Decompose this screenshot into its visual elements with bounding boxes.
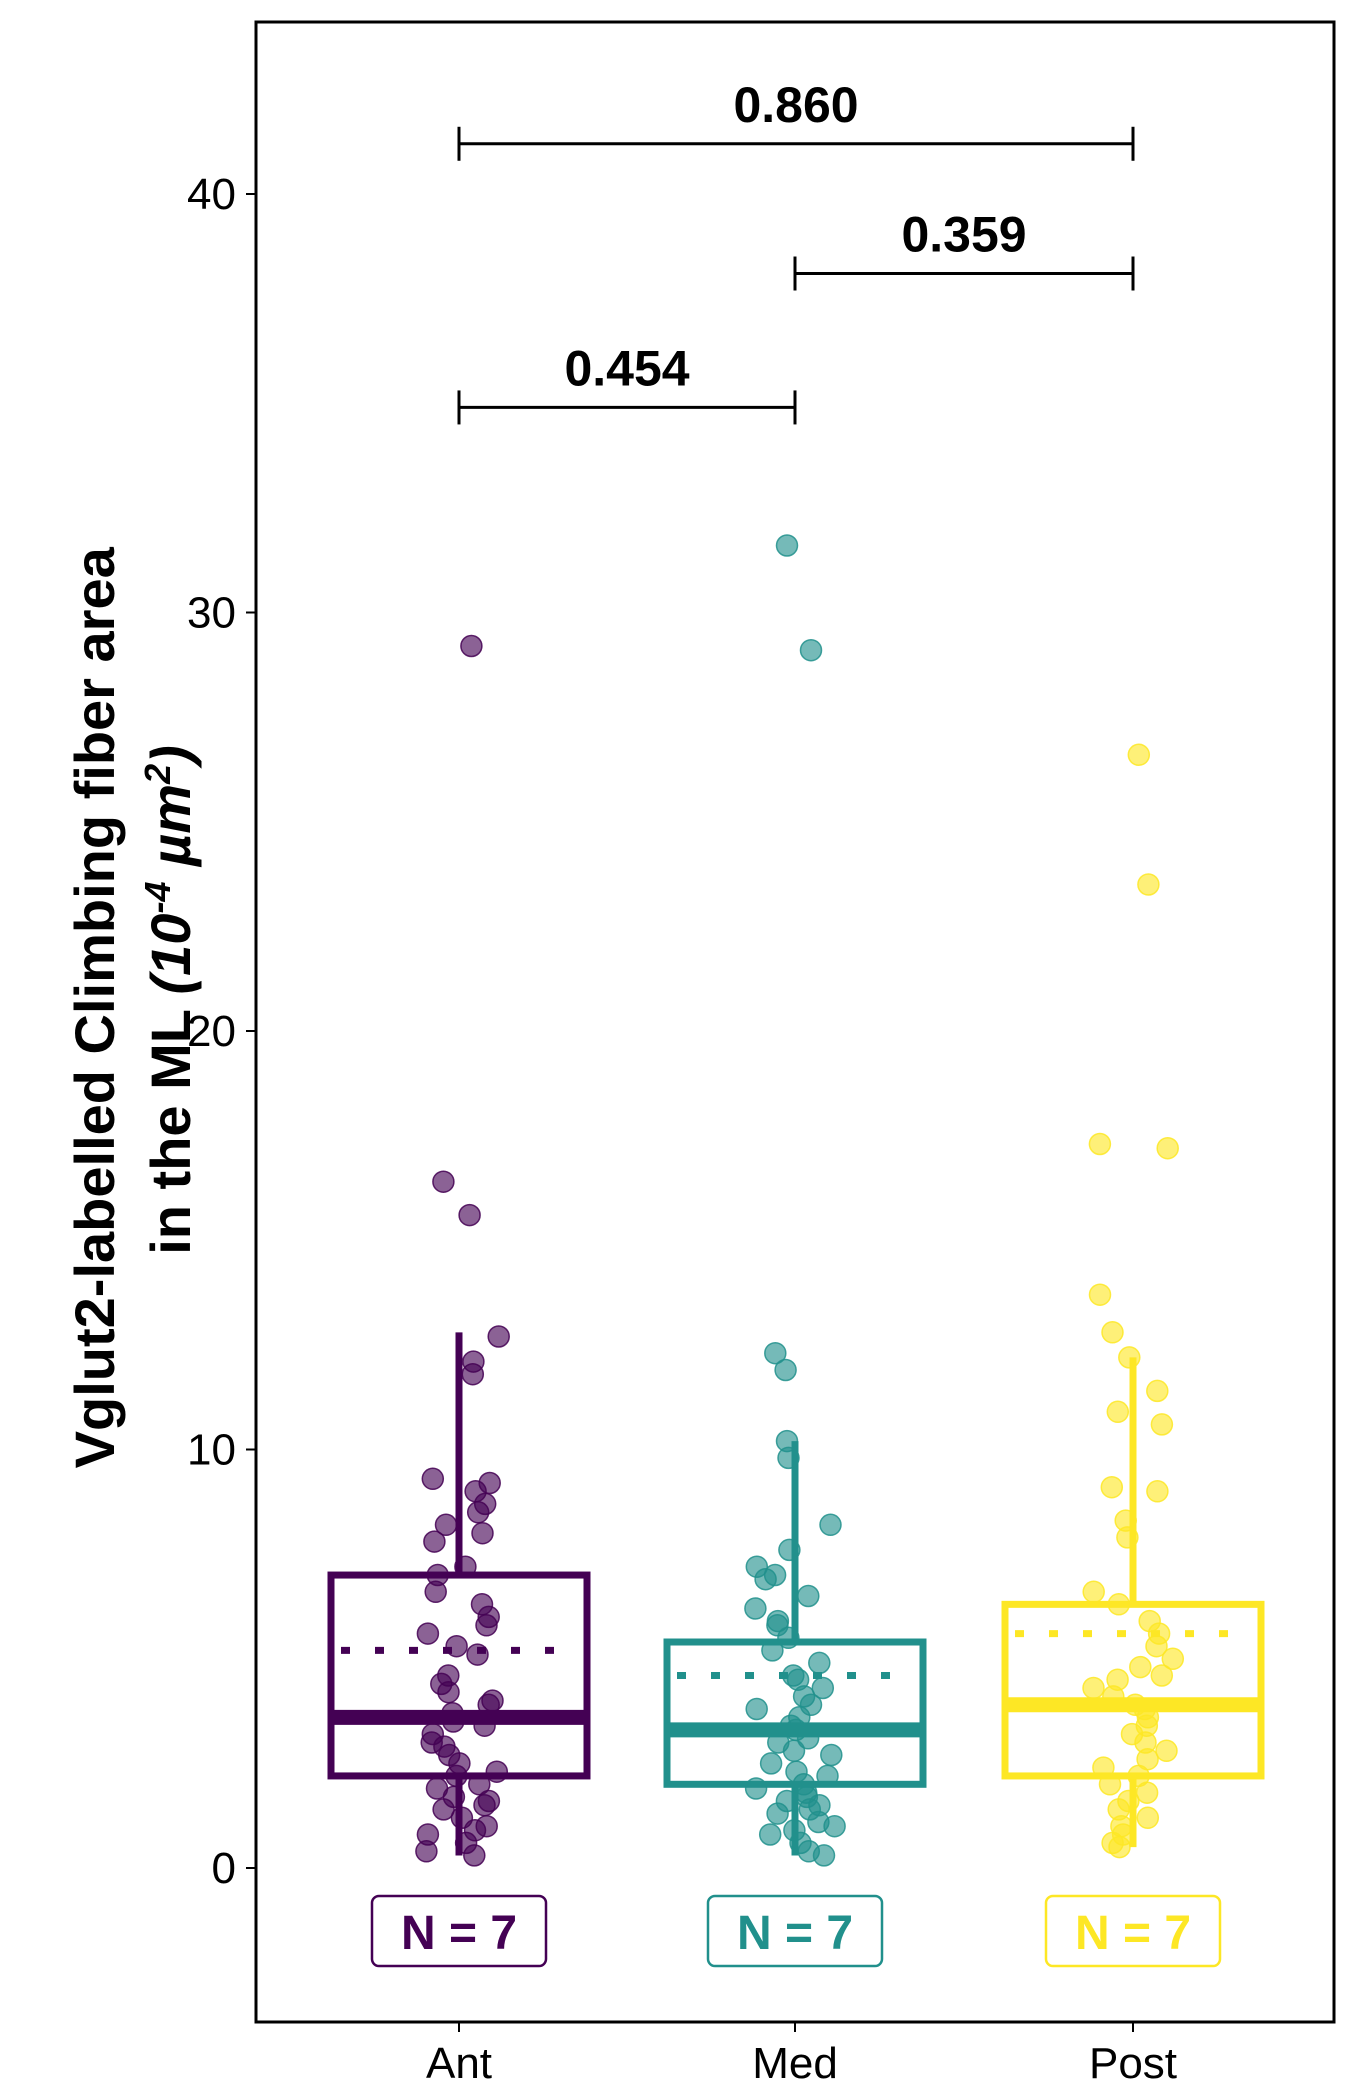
y-axis: 0 10 20 30 40 bbox=[187, 170, 256, 1893]
x-tick-label: Post bbox=[1089, 2039, 1177, 2088]
y-axis-title-line1: Vglut2-labelled Climbing fiber area bbox=[63, 546, 126, 1468]
data-point bbox=[819, 1513, 842, 1537]
y-axis-title: Vglut2-labelled Climbing fiber area in t… bbox=[63, 532, 202, 1469]
y-tick-label: 0 bbox=[212, 1844, 236, 1893]
data-point bbox=[1100, 1475, 1124, 1499]
data-point bbox=[812, 1844, 836, 1867]
y-axis-units-exp: -4 bbox=[137, 882, 178, 914]
n-label: N = 7 bbox=[737, 1907, 853, 1960]
data-point bbox=[1156, 1136, 1179, 1160]
data-point bbox=[1108, 1835, 1131, 1859]
data-point bbox=[1088, 1132, 1112, 1156]
y-axis-units-mid: µm bbox=[139, 784, 202, 882]
data-point bbox=[461, 1362, 485, 1386]
data-point bbox=[797, 1584, 820, 1608]
n-label-box bbox=[1044, 1894, 1222, 1968]
n-label-box bbox=[370, 1894, 548, 1968]
boxes bbox=[327, 1332, 1265, 1856]
data-point bbox=[758, 1823, 782, 1846]
y-axis-title-line2: in the ML (10-4 µm2) bbox=[137, 745, 202, 1255]
x-tick-label: Med bbox=[752, 2039, 838, 2088]
data-point bbox=[1137, 873, 1160, 896]
iqr-box bbox=[663, 1638, 927, 1788]
data-point bbox=[487, 1325, 510, 1348]
data-point bbox=[775, 534, 799, 557]
data-point bbox=[424, 1580, 447, 1604]
data-point bbox=[1146, 1379, 1169, 1403]
p-value-label: 0.860 bbox=[733, 77, 858, 133]
comparison-brackets: 0.860 0.359 0.454 bbox=[457, 77, 1135, 425]
data-point bbox=[475, 1614, 498, 1637]
y-axis-units-exp2: 2 bbox=[137, 764, 178, 785]
data-point bbox=[1106, 1400, 1130, 1424]
data-point bbox=[745, 1697, 768, 1721]
y-axis-units-base: (10 bbox=[139, 914, 202, 995]
data-point bbox=[1118, 1346, 1141, 1369]
data-point bbox=[437, 1680, 460, 1704]
data-point bbox=[473, 1793, 496, 1817]
data-point bbox=[460, 634, 483, 658]
data-point bbox=[421, 1467, 445, 1491]
data-point bbox=[415, 1840, 438, 1863]
data-point bbox=[811, 1676, 835, 1700]
n-label: N = 7 bbox=[401, 1907, 517, 1960]
data-point bbox=[466, 1501, 490, 1524]
comparison-med-post: 0.359 bbox=[793, 207, 1135, 291]
y-tick-label: 10 bbox=[187, 1426, 236, 1475]
iqr-box bbox=[327, 1571, 591, 1780]
p-value-label: 0.359 bbox=[901, 207, 1026, 263]
data-point bbox=[1101, 1321, 1124, 1344]
y-axis-title-prefix: in the ML bbox=[139, 994, 202, 1254]
x-axis: Ant Med Post bbox=[426, 2022, 1177, 2088]
y-tick-label: 40 bbox=[187, 170, 236, 219]
iqr-box bbox=[1001, 1600, 1265, 1780]
y-axis-units: (10-4 µm2) bbox=[137, 745, 202, 994]
data-point bbox=[764, 1341, 787, 1365]
data-point bbox=[1127, 743, 1151, 767]
comparison-ant-med: 0.454 bbox=[457, 340, 797, 425]
data-point bbox=[1135, 1781, 1159, 1804]
data-point bbox=[1161, 1647, 1185, 1671]
data-point bbox=[799, 638, 823, 662]
sample-size-labels: N = 7 N = 7 N = 7 bbox=[370, 1894, 1222, 1968]
y-tick-label: 30 bbox=[187, 589, 236, 638]
data-point bbox=[754, 1567, 777, 1591]
data-point bbox=[766, 1802, 789, 1825]
data-point bbox=[463, 1844, 486, 1867]
data-point bbox=[471, 1521, 494, 1545]
data-point bbox=[432, 1170, 455, 1193]
data-point bbox=[1129, 1655, 1152, 1679]
data-point bbox=[782, 1739, 806, 1763]
comparison-ant-post: 0.860 bbox=[457, 77, 1135, 161]
data-point bbox=[1155, 1739, 1178, 1763]
data-point bbox=[820, 1743, 843, 1767]
data-point bbox=[1150, 1664, 1174, 1687]
x-tick-label: Ant bbox=[426, 2039, 492, 2088]
data-point bbox=[823, 1814, 846, 1838]
y-tick-label: 20 bbox=[187, 1007, 236, 1056]
y-axis-units-close: ) bbox=[139, 745, 202, 769]
jitter-points bbox=[415, 534, 1185, 1867]
data-point bbox=[808, 1651, 831, 1675]
data-point bbox=[1082, 1676, 1105, 1700]
box-med bbox=[663, 1441, 927, 1856]
box-ant bbox=[327, 1332, 591, 1856]
p-value-label: 0.454 bbox=[564, 340, 689, 396]
data-point bbox=[423, 1530, 446, 1553]
box-post bbox=[1001, 1357, 1265, 1848]
data-point bbox=[458, 1203, 481, 1227]
data-point bbox=[1088, 1283, 1112, 1306]
data-point bbox=[774, 1358, 797, 1382]
data-point bbox=[432, 1798, 455, 1821]
n-label-box bbox=[706, 1894, 884, 1968]
data-point bbox=[1146, 1480, 1169, 1503]
data-point bbox=[1136, 1806, 1160, 1830]
data-point bbox=[759, 1752, 783, 1775]
n-label: N = 7 bbox=[1075, 1907, 1191, 1960]
data-point bbox=[416, 1622, 440, 1645]
data-point bbox=[1082, 1580, 1105, 1604]
data-point bbox=[744, 1597, 767, 1620]
data-point bbox=[1150, 1413, 1174, 1436]
